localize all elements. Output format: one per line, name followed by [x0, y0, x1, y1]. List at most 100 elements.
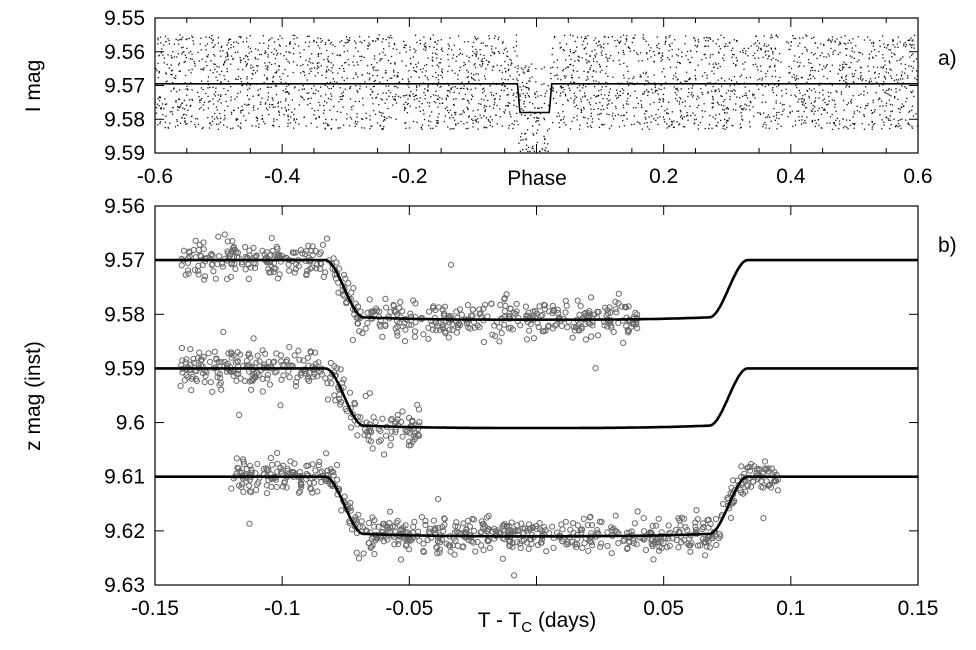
data-point: [687, 95, 689, 98]
data-point: [305, 59, 307, 61]
data-point: [473, 78, 475, 80]
data-point: [339, 379, 346, 386]
data-point: [658, 52, 660, 54]
data-point: [386, 508, 394, 515]
data-point: [330, 98, 332, 101]
data-point: [688, 78, 690, 81]
data-point: [323, 450, 330, 457]
data-point: [845, 43, 847, 45]
data-point: [886, 44, 889, 47]
data-point: [460, 520, 467, 527]
data-point: [369, 119, 371, 121]
x-tick-label: -0.2: [391, 165, 427, 188]
data-point: [268, 103, 271, 105]
data-point: [664, 43, 666, 45]
data-point: [789, 71, 791, 74]
data-point: [528, 89, 530, 91]
data-point: [744, 61, 746, 63]
data-point: [559, 47, 561, 49]
data-point: [620, 115, 622, 117]
data-point: [282, 72, 284, 75]
data-point: [911, 105, 913, 107]
data-point: [908, 39, 910, 41]
data-point: [657, 93, 659, 95]
data-point: [380, 98, 382, 100]
data-point: [273, 75, 275, 78]
data-point: [283, 55, 285, 57]
data-point: [640, 76, 642, 78]
data-point: [758, 483, 765, 490]
data-point: [897, 125, 899, 128]
data-point: [833, 123, 836, 125]
data-point: [705, 40, 707, 42]
data-point: [794, 124, 797, 126]
data-point: [243, 58, 245, 60]
data-point: [200, 68, 202, 70]
data-point: [597, 114, 599, 116]
data-point: [483, 54, 485, 57]
data-point: [307, 98, 309, 100]
data-point: [851, 50, 853, 52]
data-point: [812, 108, 814, 110]
data-point: [455, 98, 457, 100]
data-point: [430, 303, 437, 310]
data-point: [571, 327, 578, 334]
data-point: [355, 85, 357, 87]
data-point: [286, 374, 293, 381]
data-point: [186, 249, 193, 256]
data-point: [622, 104, 624, 106]
data-point: [313, 85, 315, 87]
data-point: [383, 304, 390, 311]
data-point: [328, 61, 330, 63]
data-point: [781, 90, 783, 92]
data-point: [543, 135, 545, 137]
data-point: [516, 120, 518, 122]
data-point: [372, 40, 374, 42]
data-point: [693, 526, 700, 534]
data-point: [552, 66, 554, 68]
data-point: [551, 89, 554, 91]
data-point: [388, 95, 390, 97]
data-point: [632, 107, 635, 109]
data-point: [855, 69, 857, 72]
data-point: [580, 100, 582, 103]
data-point: [552, 87, 554, 89]
data-point: [731, 56, 733, 58]
data-point: [303, 271, 310, 278]
data-point: [640, 104, 643, 106]
data-point: [900, 127, 902, 129]
data-point: [246, 488, 254, 495]
data-point: [433, 100, 435, 103]
data-point: [413, 99, 416, 101]
data-point: [247, 56, 249, 58]
data-point: [339, 41, 341, 43]
data-point: [362, 118, 364, 120]
data-point: [401, 60, 403, 62]
data-point: [786, 41, 788, 43]
data-point: [750, 45, 752, 47]
data-point: [278, 69, 280, 71]
data-point: [674, 39, 676, 41]
data-point: [901, 118, 903, 120]
data-point: [570, 81, 572, 83]
data-point: [897, 36, 899, 38]
data-point: [818, 107, 820, 109]
data-point: [256, 117, 258, 119]
data-point: [254, 72, 257, 74]
data-point: [718, 45, 720, 47]
data-point: [490, 54, 492, 57]
data-point: [207, 80, 209, 82]
data-point: [766, 481, 773, 488]
data-point: [167, 38, 169, 40]
data-point: [312, 62, 314, 64]
data-point: [395, 93, 397, 96]
data-point: [867, 36, 869, 38]
x-tick-label: -0.6: [137, 165, 173, 188]
data-point: [556, 115, 558, 118]
data-point: [835, 119, 837, 121]
data-point: [435, 524, 442, 532]
data-point: [246, 78, 248, 80]
data-point: [175, 75, 177, 77]
data-point: [645, 71, 647, 73]
data-point: [294, 374, 301, 381]
